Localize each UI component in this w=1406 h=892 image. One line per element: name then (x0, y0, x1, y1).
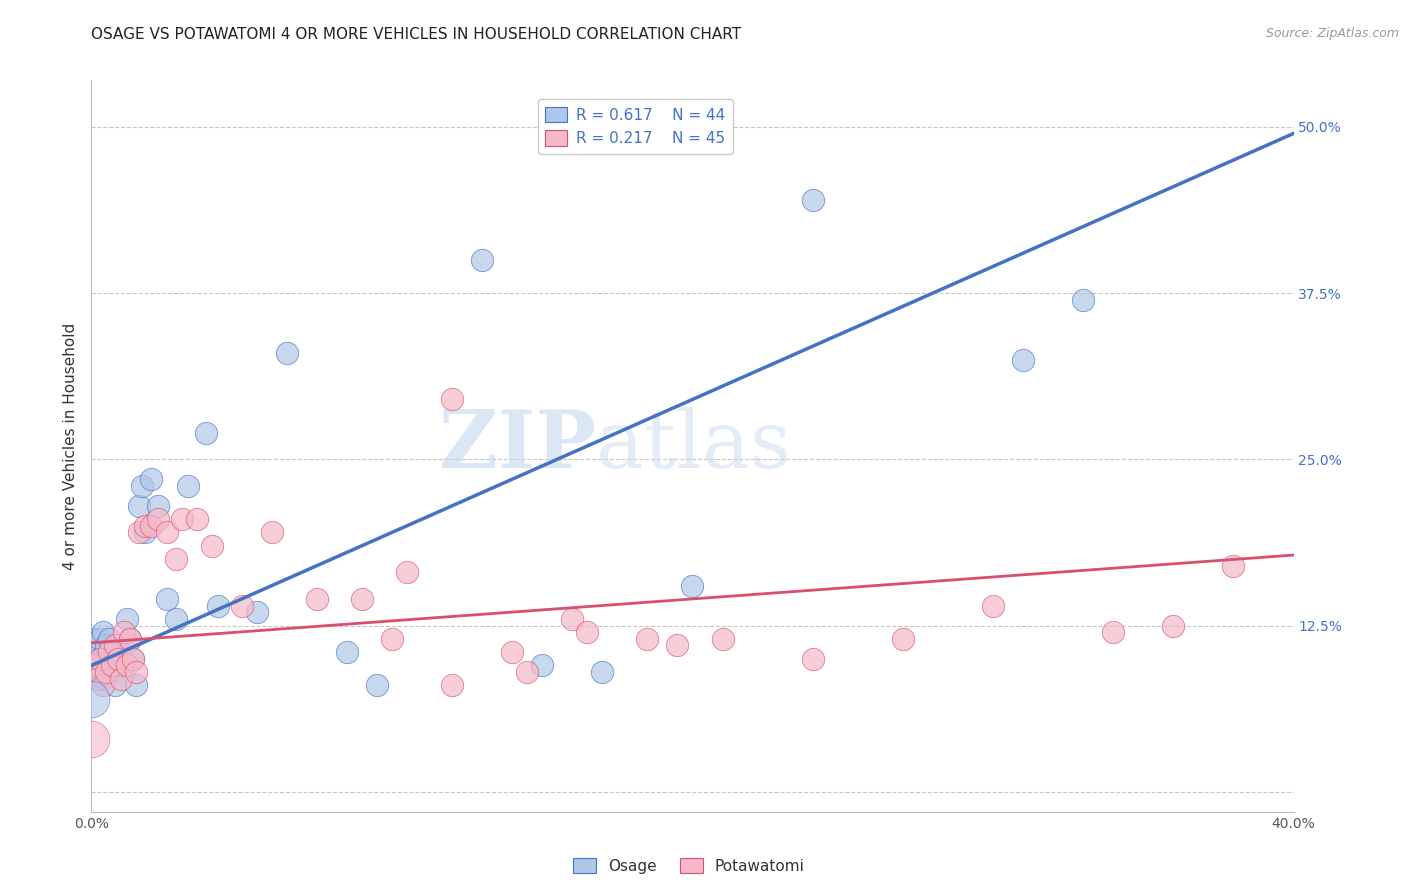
Point (98, 658, 121, 673)
Y-axis label: 4 or more Vehicles in Household: 4 or more Vehicles in Household (63, 322, 79, 570)
Point (350, 591, 373, 606)
Point (101, 658, 124, 673)
Point (128, 499, 150, 513)
Point (93, 625, 115, 640)
Point (516, 665, 538, 679)
Point (395, 566, 418, 580)
Text: OSAGE VS POTAWATOMI 4 OR MORE VEHICLES IN HOUSEHOLD CORRELATION CHART: OSAGE VS POTAWATOMI 4 OR MORE VEHICLES I… (91, 27, 741, 42)
Point (260, 525, 283, 540)
Point (636, 632, 658, 646)
Point (666, 639, 689, 653)
Point (194, 425, 217, 440)
Point (107, 652, 129, 666)
Text: ZIP: ZIP (439, 407, 596, 485)
Point (89, 632, 111, 646)
Point (165, 612, 187, 626)
Point (128, 525, 150, 540)
Point (155, 525, 177, 540)
Point (1161, 618, 1184, 632)
Point (440, 392, 463, 407)
Point (1012, 352, 1035, 367)
Point (96, 639, 118, 653)
Point (114, 658, 136, 673)
Point (1071, 293, 1094, 307)
Point (122, 652, 145, 666)
Point (125, 678, 148, 692)
Point (134, 525, 156, 540)
Point (141, 518, 163, 533)
Point (89, 652, 111, 666)
Point (98, 645, 121, 659)
Point (104, 678, 127, 692)
Point (711, 632, 734, 646)
Point (591, 665, 613, 679)
Point (83, 658, 105, 673)
Point (96, 652, 118, 666)
Point (114, 625, 136, 640)
Point (440, 678, 463, 692)
Point (110, 645, 132, 659)
Point (104, 645, 127, 659)
Point (80, 691, 103, 706)
Point (186, 512, 208, 526)
Point (471, 252, 494, 267)
Point (681, 579, 703, 593)
Point (117, 612, 139, 626)
Point (86, 665, 108, 679)
Point (120, 632, 142, 646)
Point (231, 599, 253, 613)
Point (89, 652, 111, 666)
Point (83, 632, 105, 646)
Point (93, 672, 115, 686)
Point (207, 599, 229, 613)
Point (146, 512, 169, 526)
Text: atlas: atlas (596, 407, 792, 485)
Point (981, 599, 1004, 613)
Point (101, 665, 124, 679)
Point (276, 346, 298, 360)
Point (86, 672, 108, 686)
Point (98, 632, 121, 646)
Point (122, 652, 145, 666)
Point (131, 479, 153, 493)
Point (170, 512, 193, 526)
Point (83, 658, 105, 673)
Point (305, 591, 328, 606)
Point (801, 652, 824, 666)
Point (146, 499, 169, 513)
Point (201, 539, 224, 553)
Point (110, 672, 132, 686)
Point (501, 645, 523, 659)
Point (576, 625, 599, 640)
Point (117, 658, 139, 673)
Text: Source: ZipAtlas.com: Source: ZipAtlas.com (1265, 27, 1399, 40)
Legend: R = 0.617    N = 44, R = 0.217    N = 45: R = 0.617 N = 44, R = 0.217 N = 45 (538, 99, 733, 153)
Point (366, 678, 388, 692)
Point (176, 479, 198, 493)
Point (80, 731, 103, 746)
Point (93, 678, 115, 692)
Point (561, 612, 583, 626)
Point (125, 665, 148, 679)
Point (381, 632, 404, 646)
Point (1222, 558, 1244, 573)
Point (141, 472, 163, 486)
Point (155, 591, 177, 606)
Legend: Osage, Potawatomi: Osage, Potawatomi (567, 852, 811, 880)
Point (801, 193, 824, 207)
Point (891, 632, 914, 646)
Point (104, 639, 127, 653)
Point (336, 645, 359, 659)
Point (107, 639, 129, 653)
Point (531, 658, 554, 673)
Point (165, 552, 187, 566)
Point (120, 632, 142, 646)
Point (101, 652, 124, 666)
Point (86, 645, 108, 659)
Point (246, 605, 269, 619)
Point (134, 518, 156, 533)
Point (1102, 625, 1125, 640)
Point (96, 665, 118, 679)
